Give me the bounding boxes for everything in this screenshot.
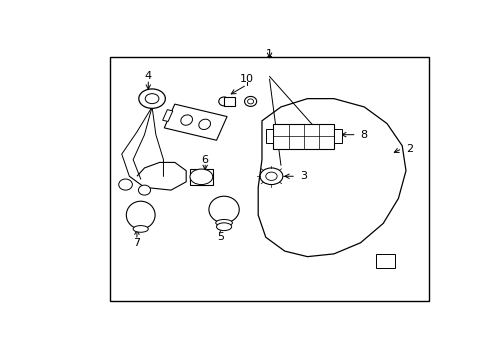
Ellipse shape <box>119 179 132 190</box>
Polygon shape <box>163 110 172 121</box>
Text: 1: 1 <box>265 49 272 59</box>
Ellipse shape <box>133 226 148 232</box>
Polygon shape <box>164 104 226 140</box>
Ellipse shape <box>216 223 231 231</box>
Ellipse shape <box>208 196 239 223</box>
Ellipse shape <box>265 172 277 180</box>
Text: 4: 4 <box>144 72 152 81</box>
Ellipse shape <box>138 185 150 195</box>
Text: 6: 6 <box>201 155 208 165</box>
Bar <box>273 123 333 149</box>
Ellipse shape <box>244 96 256 107</box>
Polygon shape <box>375 254 394 268</box>
Ellipse shape <box>247 99 253 104</box>
Ellipse shape <box>218 97 229 106</box>
Ellipse shape <box>145 94 159 104</box>
Ellipse shape <box>215 220 232 226</box>
Ellipse shape <box>260 168 282 185</box>
Bar <box>224 97 234 106</box>
Text: 2: 2 <box>406 144 412 153</box>
Bar <box>333 129 341 143</box>
Ellipse shape <box>126 201 155 229</box>
Text: 10: 10 <box>239 74 253 84</box>
Bar <box>189 169 212 185</box>
Text: 8: 8 <box>360 130 367 140</box>
Polygon shape <box>258 99 405 257</box>
Text: 3: 3 <box>300 171 306 181</box>
Ellipse shape <box>189 169 212 185</box>
Ellipse shape <box>199 119 210 130</box>
Text: 5: 5 <box>216 232 224 242</box>
Bar <box>265 129 273 143</box>
Text: 9: 9 <box>171 113 178 123</box>
Text: 7: 7 <box>133 238 140 248</box>
Ellipse shape <box>139 89 165 108</box>
Bar <box>110 57 428 301</box>
Ellipse shape <box>181 115 192 125</box>
